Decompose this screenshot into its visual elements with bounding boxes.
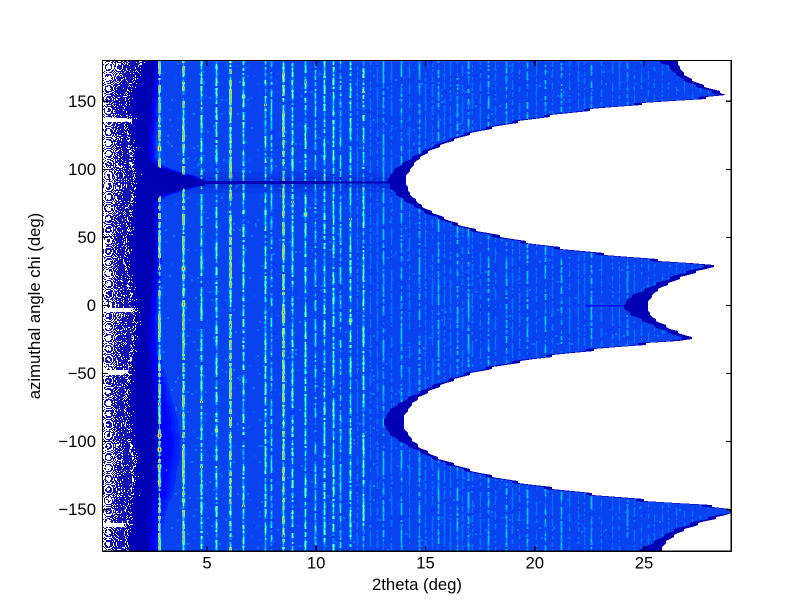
svg-text:0: 0 xyxy=(87,296,96,315)
svg-text:100: 100 xyxy=(68,160,96,179)
svg-text:15: 15 xyxy=(416,553,435,572)
svg-text:20: 20 xyxy=(526,553,545,572)
svg-text:−150: −150 xyxy=(58,500,96,519)
svg-text:−100: −100 xyxy=(58,432,96,451)
svg-text:2theta (deg): 2theta (deg) xyxy=(372,575,462,594)
svg-text:10: 10 xyxy=(307,553,326,572)
svg-text:25: 25 xyxy=(635,553,654,572)
svg-text:50: 50 xyxy=(77,228,96,247)
svg-text:5: 5 xyxy=(202,553,211,572)
svg-text:azimuthal angle chi (deg): azimuthal angle chi (deg) xyxy=(25,213,44,399)
svg-text:−50: −50 xyxy=(68,364,96,383)
svg-text:150: 150 xyxy=(68,92,96,111)
